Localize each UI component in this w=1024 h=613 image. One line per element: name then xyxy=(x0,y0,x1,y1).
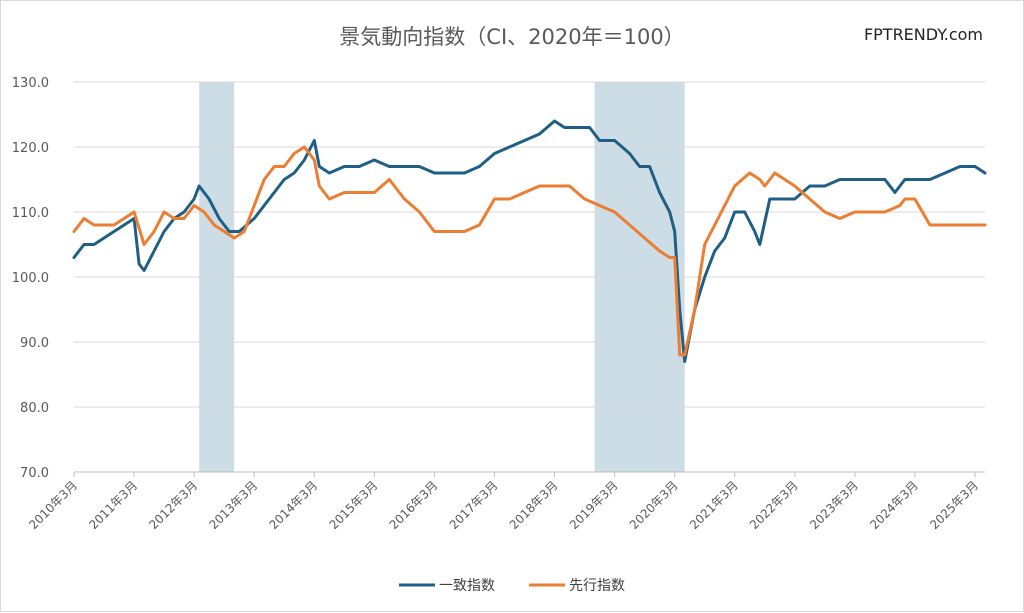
x-tick-label: 2016年3月 xyxy=(387,478,441,532)
x-tick-label: 2024年3月 xyxy=(867,478,921,532)
series-line-1 xyxy=(72,145,987,357)
x-tick-label: 2010年3月 xyxy=(26,478,80,532)
chart-title: 景気動向指数（CI、2020年＝100） xyxy=(339,25,685,49)
y-tick-label: 120.0 xyxy=(12,141,49,156)
x-tick-label: 2018年3月 xyxy=(507,478,561,532)
y-tick-label: 100.0 xyxy=(12,271,49,286)
x-tick-label: 2014年3月 xyxy=(267,478,321,532)
y-tick-label: 70.0 xyxy=(20,466,49,481)
legend-label-0: 一致指数 xyxy=(439,578,495,594)
x-tick-label: 2017年3月 xyxy=(447,478,501,532)
x-tick-label: 2020年3月 xyxy=(627,478,681,532)
x-tick-label: 2022年3月 xyxy=(747,478,801,532)
legend-label-1: 先行指数 xyxy=(569,578,625,594)
y-tick-label: 80.0 xyxy=(20,401,49,416)
x-tick-label: 2025年3月 xyxy=(927,478,981,532)
y-tick-label: 90.0 xyxy=(20,336,49,351)
x-tick-label: 2019年3月 xyxy=(567,478,621,532)
x-tick-label: 2012年3月 xyxy=(146,478,200,532)
x-tick-label: 2021年3月 xyxy=(687,478,741,532)
x-tick-label: 2011年3月 xyxy=(86,478,140,532)
x-tick-label: 2015年3月 xyxy=(327,478,381,532)
x-tick-label: 2013年3月 xyxy=(206,478,260,532)
y-tick-label: 110.0 xyxy=(12,206,49,221)
x-tick-label: 2023年3月 xyxy=(807,478,861,532)
y-tick-label: 130.0 xyxy=(12,76,49,91)
brand-label: FPTRENDY.com xyxy=(863,25,983,44)
series-line-0 xyxy=(72,119,987,363)
